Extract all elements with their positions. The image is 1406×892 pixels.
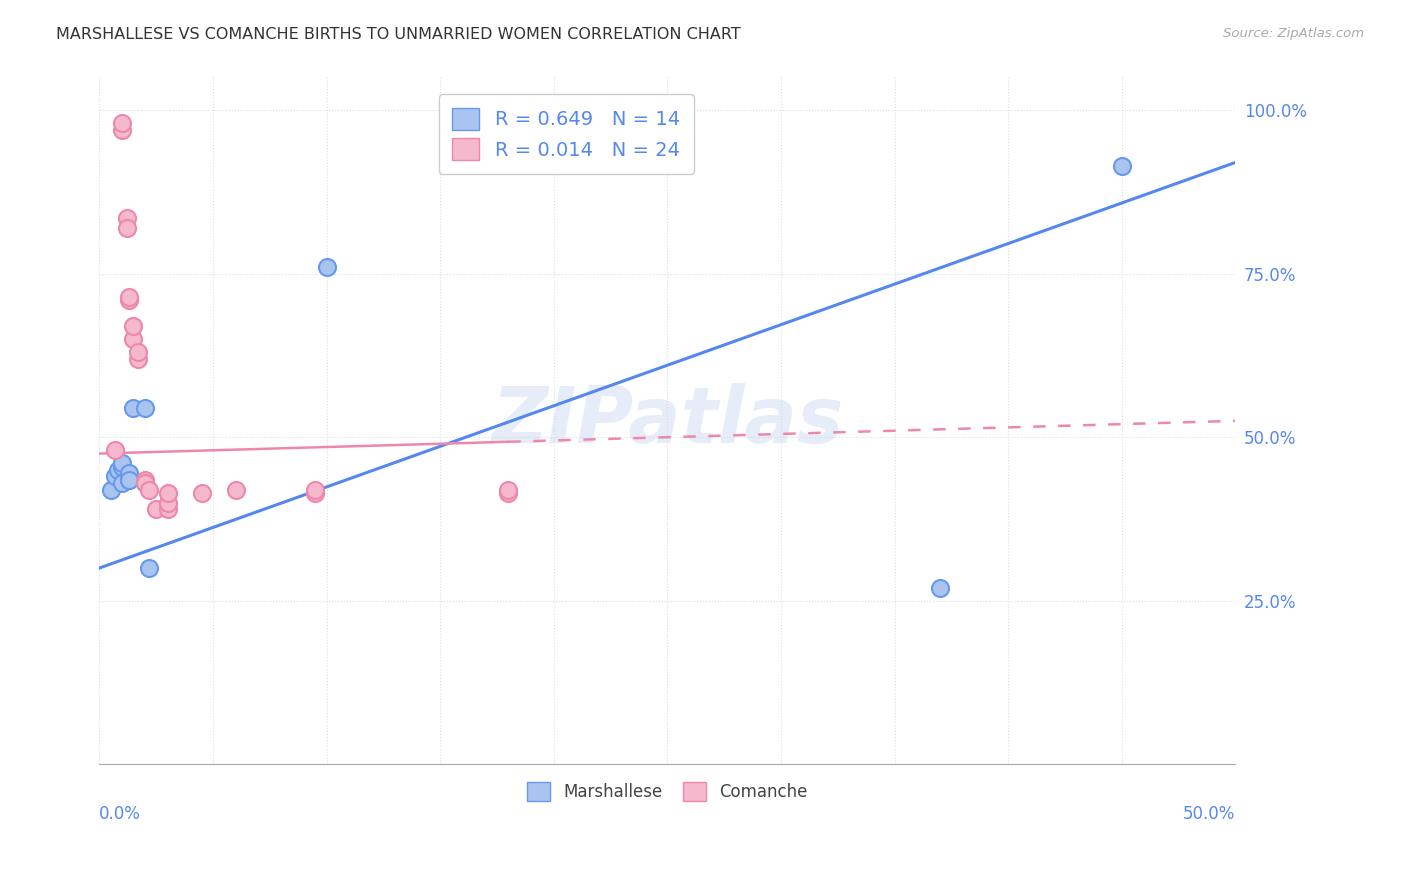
Point	[138, 561, 160, 575]
Point	[134, 475, 156, 490]
Text: Source: ZipAtlas.com: Source: ZipAtlas.com	[1223, 27, 1364, 40]
Point	[118, 289, 141, 303]
Text: MARSHALLESE VS COMANCHE BIRTHS TO UNMARRIED WOMEN CORRELATION CHART: MARSHALLESE VS COMANCHE BIRTHS TO UNMARR…	[56, 27, 741, 42]
Point	[118, 473, 141, 487]
Point	[190, 485, 212, 500]
Point	[304, 485, 326, 500]
Point	[115, 211, 138, 225]
Point	[104, 469, 127, 483]
Point	[134, 473, 156, 487]
Text: 0.0%: 0.0%	[100, 805, 141, 823]
Legend: Marshallese, Comanche: Marshallese, Comanche	[513, 768, 821, 814]
Point	[304, 483, 326, 497]
Text: ZIPatlas: ZIPatlas	[491, 383, 844, 458]
Point	[111, 475, 134, 490]
Point	[498, 485, 520, 500]
Point	[134, 475, 156, 490]
Point	[118, 473, 141, 487]
Text: 50.0%: 50.0%	[1182, 805, 1236, 823]
Point	[127, 345, 149, 359]
Point	[111, 116, 134, 130]
Point	[134, 401, 156, 415]
Point	[104, 443, 127, 458]
Point	[498, 483, 520, 497]
Point	[122, 401, 145, 415]
Point	[122, 318, 145, 333]
Point	[122, 332, 145, 346]
Point	[127, 351, 149, 366]
Point	[118, 466, 141, 480]
Point	[156, 502, 179, 516]
Point	[138, 483, 160, 497]
Point	[111, 459, 134, 474]
Point	[111, 456, 134, 470]
Point	[100, 483, 122, 497]
Point	[225, 483, 247, 497]
Point	[107, 463, 129, 477]
Point	[145, 502, 167, 516]
Point	[115, 220, 138, 235]
Point	[156, 485, 179, 500]
Point	[315, 260, 337, 274]
Point	[111, 122, 134, 136]
Point	[929, 581, 952, 595]
Point	[118, 293, 141, 307]
Point	[156, 495, 179, 509]
Point	[1111, 159, 1133, 173]
